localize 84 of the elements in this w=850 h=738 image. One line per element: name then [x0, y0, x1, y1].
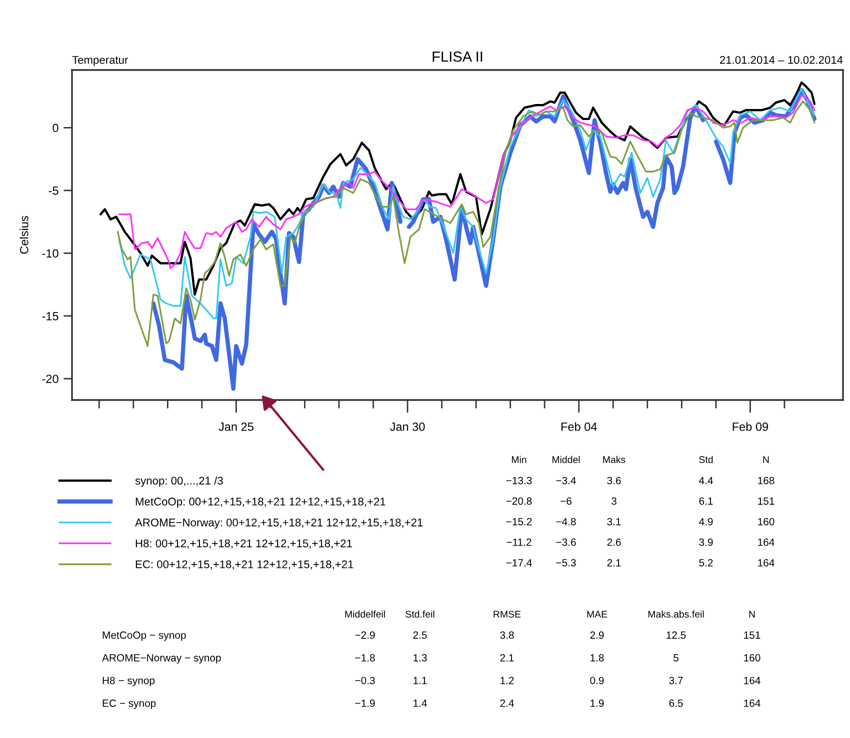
text: Maks.abs.feil: [648, 610, 704, 618]
text: 4.4: [699, 476, 713, 484]
text: 1.3: [414, 654, 427, 662]
text: 2.9: [590, 631, 604, 639]
text: 1.9: [590, 700, 604, 707]
text: Temperatur: [72, 56, 128, 66]
text: 1.8: [590, 654, 604, 662]
text: 2.5: [413, 631, 427, 639]
text: 3: [612, 497, 616, 505]
text: 2.6: [607, 538, 621, 546]
text: 0.9: [590, 676, 604, 684]
text: 5.2: [699, 559, 713, 566]
text: −2.9: [355, 631, 375, 639]
text: MAE: [587, 610, 608, 618]
text: 5: [674, 654, 678, 662]
text: −11.2: [506, 538, 532, 546]
line-series: [118, 94, 816, 270]
x-tick-label: Jan 30: [390, 422, 425, 431]
legend-label: H8: 00+12,+15,+18,+21 12+12,+15,+18,+21: [136, 539, 352, 549]
text: H8 − synop: [102, 676, 155, 686]
text: −3.6: [556, 538, 576, 546]
text: 6.1: [699, 497, 713, 505]
text: 164: [758, 559, 774, 566]
text: 3.6: [607, 476, 621, 484]
text: 164: [758, 538, 774, 546]
text: 3.9: [699, 538, 713, 546]
text: 160: [744, 654, 760, 662]
y-tick-label: -10: [42, 249, 58, 258]
text: N: [749, 610, 755, 618]
text: 4.9: [699, 518, 713, 526]
text: 168: [758, 476, 774, 484]
text: Middel: [552, 456, 580, 464]
legend-label: synop: 00,...,21 /3: [135, 476, 223, 487]
text: −4.8: [556, 518, 576, 526]
text: −13.3: [506, 476, 532, 484]
x-tick-label: Jan 25: [218, 422, 254, 431]
text: Middelfeil: [345, 610, 385, 618]
text: −1.9: [355, 700, 375, 707]
text: Std: [699, 456, 713, 464]
text: −20.8: [506, 497, 532, 505]
text: −3.4: [556, 476, 576, 484]
text: 3.8: [500, 631, 514, 639]
text: Std.feil: [406, 610, 434, 618]
y-tick-label: -5: [48, 186, 58, 195]
text: −6: [560, 497, 572, 505]
text: 1.2: [500, 676, 514, 684]
text: 3.7: [669, 676, 683, 684]
text: 6.5: [669, 700, 683, 707]
text: 21.01.2014 – 10.02.2014: [720, 56, 843, 64]
chart-title: FLISA II: [432, 51, 482, 62]
text: −0.3: [355, 676, 375, 684]
text: EC − synop: [102, 700, 156, 709]
text: 2.4: [500, 700, 514, 707]
legend-label: EC: 00+12,+15,+18,+21 12+12,+15,+18,+21: [136, 560, 354, 570]
text: Maks: [603, 456, 626, 464]
text: 1.4: [414, 700, 427, 707]
text: −15.2: [506, 518, 532, 526]
y-tick-label: -20: [42, 374, 58, 384]
text: RMSE: [494, 610, 521, 618]
text: 160: [758, 518, 774, 526]
text: −5.3: [556, 559, 576, 566]
text: Min: [512, 456, 526, 463]
text: 12.5: [666, 631, 686, 639]
legend-label: MetCoOp: 00+12,+15,+18,+21 12+12,+15,+18,+21: [136, 498, 386, 508]
text: AROME−Norway − synop: [102, 654, 221, 664]
text: 2.1: [607, 559, 621, 566]
text: −17.4: [506, 559, 532, 566]
line-series: [116, 100, 816, 347]
text: N: [763, 456, 769, 463]
text: 3.1: [607, 518, 621, 526]
text: 2.1: [500, 654, 514, 662]
text: 164: [744, 700, 760, 707]
x-tick-label: Feb 09: [732, 422, 768, 431]
text: MetCoOp − synop: [102, 631, 186, 641]
text: 151: [744, 632, 760, 639]
x-tick-label: Feb 04: [561, 422, 597, 431]
legend-label: AROME−Norway: 00+12,+15,+18,+21 12+12,+15,+18,+21: [135, 518, 423, 529]
text: 1.1: [414, 676, 427, 684]
y-tick-label: -15: [42, 312, 58, 320]
y-axis-title: Celsius: [20, 216, 28, 254]
text: 164: [744, 676, 760, 684]
text: −1.8: [355, 654, 375, 662]
text: 151: [758, 498, 774, 505]
y-tick-label: 0: [52, 124, 58, 132]
